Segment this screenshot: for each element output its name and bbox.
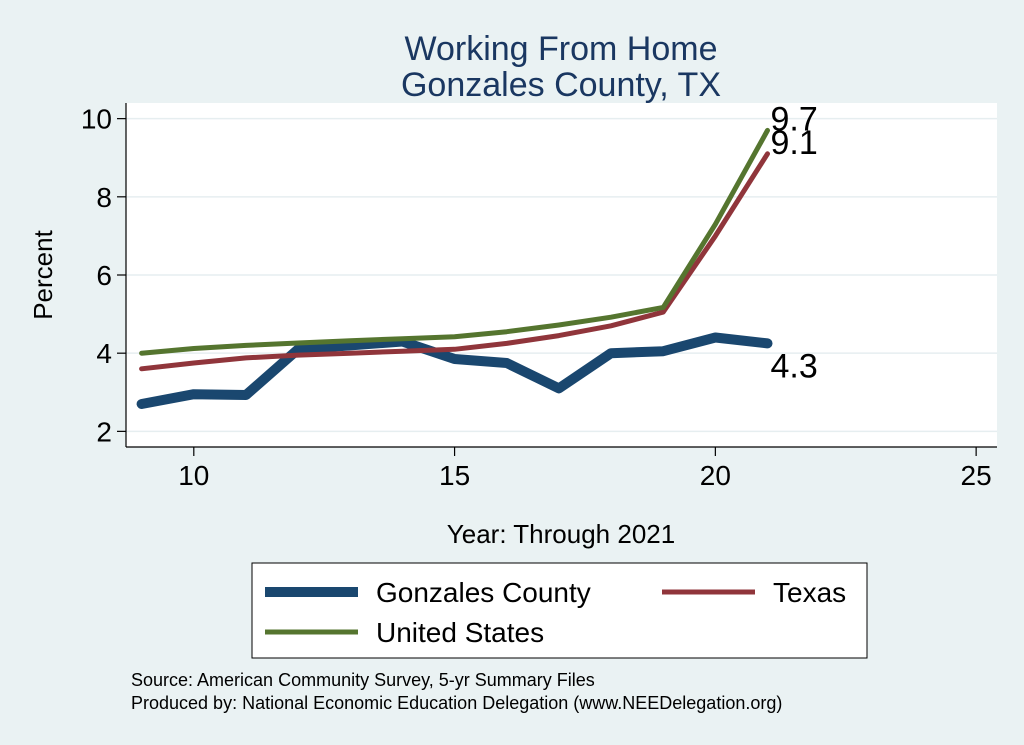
end-label-texas: 9.1 — [771, 124, 818, 162]
y-tick-label: 10 — [81, 104, 112, 135]
x-tick-label: 10 — [178, 460, 209, 491]
y-axis-label: Percent — [28, 229, 58, 319]
end-labels: 4.3 9.19.7 — [771, 100, 818, 385]
x-axis-label: Year: Through 2021 — [447, 519, 675, 549]
series-line-texas — [139, 151, 770, 372]
legend-label-united-states: United States — [376, 617, 544, 648]
legend-label-gonzales-county: Gonzales County — [376, 577, 591, 608]
x-tick-label: 20 — [700, 460, 731, 491]
end-label-united-states: 9.7 — [771, 100, 818, 138]
gridlines — [126, 117, 997, 433]
y-tick-label: 8 — [96, 182, 112, 213]
y-tick-label: 6 — [96, 260, 112, 291]
chart-title-line-2: Gonzales County, TX — [401, 66, 721, 104]
produced-by-note: Produced by: National Economic Education… — [131, 693, 782, 713]
legend-label-texas: Texas — [773, 577, 846, 608]
legend: Gonzales County Texas United States — [251, 562, 868, 659]
end-label-gonzales-county: 4.3 — [771, 347, 818, 385]
x-tick-label: 25 — [961, 460, 992, 491]
chart-title-line-1: Working From Home — [405, 30, 718, 68]
legend-box — [251, 562, 868, 659]
series-line-united-states — [139, 127, 770, 356]
y-tick-label: 4 — [96, 338, 112, 369]
x-tick-label: 15 — [439, 460, 470, 491]
series-lines — [136, 127, 773, 409]
series-line-gonzales-county — [136, 332, 773, 409]
axis-ticks: 2 4 6 8 10 10 15 20 25 — [81, 104, 992, 491]
y-tick-label: 2 — [96, 416, 112, 447]
source-note: Source: American Community Survey, 5-yr … — [131, 670, 595, 690]
